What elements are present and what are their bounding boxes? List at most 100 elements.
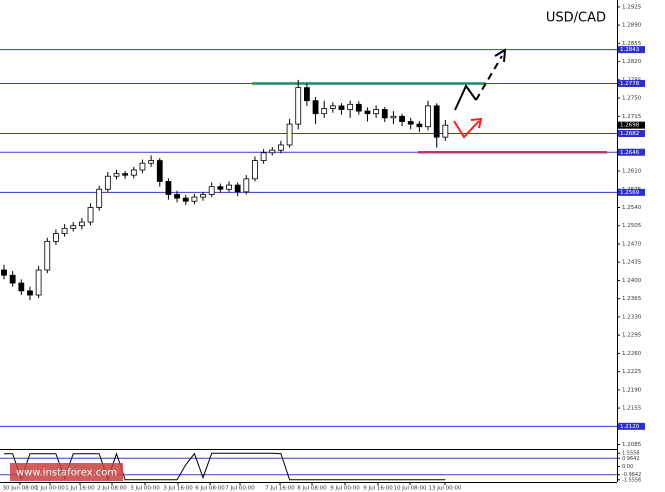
candle-body [260,152,267,161]
arrow-up-head [494,48,507,63]
watermark: www.instaforex.com [10,463,123,481]
candle-body [373,109,380,115]
chart-title: USD/CAD [546,11,606,26]
indicator-line [4,452,446,481]
y-tick-label: 1.2890 [622,23,642,29]
y-tick-label: 1.2260 [622,351,642,357]
candle-body [44,240,51,271]
candle-body [425,105,431,128]
y-tick-label: 1.2540 [622,205,642,211]
arrow-red-path [453,120,480,139]
watermark-text: www.instaforex.com [16,468,117,479]
x-tick-label: 3 Jul 16:00 [163,486,193,492]
candle-body [364,110,371,115]
y-tick-label: 1.2820 [622,59,642,65]
level-label: 1.2120 [620,424,640,430]
y-tick-label: 1.2225 [622,369,642,375]
candle-body [286,123,293,146]
y-tick-label: 1.2295 [622,333,642,339]
x-tick-label: 7 Jul 00:00 [225,486,255,492]
level-label-box [618,422,645,430]
candle-body [1,269,7,276]
candle-body [234,184,241,193]
candle-body [442,124,449,138]
y-tick-label: 1.2505 [622,223,642,229]
level-label-box [618,129,645,137]
candle-body [53,233,59,242]
y-tick-label: 1.2330 [622,314,642,320]
candle-body [113,173,120,177]
candle-body [78,221,85,227]
x-tick-label: 30 Jun 08:00 [3,486,38,492]
x-tick-label: 9 Jul 00:00 [330,486,360,492]
x-tick-label: 8 Jul 08:00 [297,486,327,492]
y-tick-label: 1.2750 [622,96,642,102]
candle-body [399,115,405,122]
level-label-box [618,188,645,196]
candle-body [243,178,250,193]
x-tick-label: 9 Jul 16:00 [363,486,393,492]
x-tick-label: 3 Jul 00:00 [130,486,160,492]
candle-body [104,175,111,190]
level-label-box [618,79,645,87]
candle-body [278,144,284,151]
x-tick-label: 10 Jul 08:00 [394,486,427,492]
arrow-red-head [470,117,483,129]
current-price-label: 1.2698 [620,123,640,129]
candle-body [390,115,397,119]
y-tick-label: 1.2435 [622,260,642,266]
candle-body [208,186,215,195]
candle-body [321,108,328,115]
level-label: 1.2646 [620,150,640,156]
candle-body [217,186,224,190]
level-label: 1.2682 [620,131,639,137]
current-price-box [618,121,645,129]
candle-body [355,103,362,112]
candle-body [87,207,94,223]
candle-body [200,194,206,198]
candle-body [416,123,423,128]
y-tick-label: 1.2085 [622,442,642,448]
arrow-up-path [454,84,477,111]
level-label: 1.2778 [620,81,640,87]
y-tick-label: 1.2610 [622,169,642,175]
candle-body [295,87,302,125]
candle-body [35,269,42,296]
candle-body [433,105,440,138]
candle-body [61,227,68,234]
x-tick-label: 1 Jul 16:00 [65,486,95,492]
candle-body [347,103,354,110]
candle-body [9,274,16,284]
y-tick-label: 1.2155 [622,406,642,412]
y-tick-label: 1.2470 [622,241,642,247]
candle-body [381,109,388,119]
watermark-box [10,463,123,481]
candle-body [226,184,232,190]
x-tick-label: 2 Jul 08:00 [97,486,127,492]
level-label: 1.2569 [620,190,640,196]
candle-body [252,160,258,180]
candle-body [338,105,345,110]
indicator-tick-label: 0.9642 [622,456,640,462]
x-tick-label: 1 Jul 00:00 [35,486,65,492]
candle-body [407,121,414,125]
indicator-tick-label: 1.5556 [622,451,640,457]
candle-body [174,194,180,199]
forecast-arrows [453,48,507,139]
candle-body [96,188,103,208]
candle-body [312,100,319,115]
candle-body [18,282,25,292]
indicator-tick-label: -0.9642 [622,472,641,478]
candle-body [303,87,310,102]
y-tick-label: 1.2925 [622,4,642,10]
level-label-box [618,46,645,54]
x-tick-label: 13 Jul 00:00 [429,486,462,492]
candle-body [329,105,336,109]
candle-body [191,196,198,202]
level-label: 1.2843 [620,47,640,53]
candle-body [139,162,146,171]
candle-body [182,197,189,202]
